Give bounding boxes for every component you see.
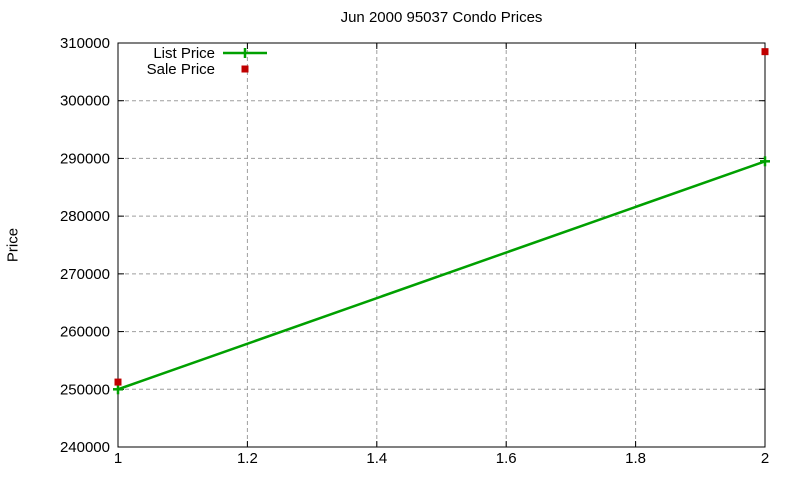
y-tick-label: 270000 bbox=[60, 266, 110, 283]
legend-row-list-price: List Price bbox=[118, 44, 267, 62]
plot-border bbox=[117, 42, 766, 448]
y-tick-label: 260000 bbox=[60, 324, 110, 341]
legend-sample-glyph bbox=[241, 65, 249, 73]
y-tick-label: 240000 bbox=[60, 439, 110, 456]
x-tick-label: 1 bbox=[114, 450, 122, 467]
x-tick-label: 2 bbox=[761, 450, 769, 467]
legend-sample-glyph bbox=[223, 48, 267, 58]
y-tick-label: 310000 bbox=[60, 35, 110, 52]
y-tick-label: 300000 bbox=[60, 93, 110, 110]
legend-label-list-price: List Price bbox=[153, 44, 215, 62]
x-tick-label: 1.2 bbox=[237, 450, 258, 467]
legend-square bbox=[241, 65, 249, 73]
chart-title: Jun 2000 95037 Condo Prices bbox=[340, 9, 543, 26]
square-marker bbox=[761, 48, 769, 56]
legend-row-sale-price: Sale Price bbox=[118, 60, 267, 78]
x-tick-label: 1.8 bbox=[625, 450, 646, 467]
y-tick-label: 280000 bbox=[60, 208, 110, 225]
y-tick-label: 290000 bbox=[60, 150, 110, 167]
x-tick-label: 1.6 bbox=[496, 450, 517, 467]
legend-square-icon bbox=[223, 62, 267, 76]
square-marker bbox=[114, 378, 122, 386]
y-tick-label: 250000 bbox=[60, 381, 110, 398]
series-line bbox=[117, 160, 766, 391]
legend-line-plus-icon bbox=[223, 46, 267, 60]
x-tick-label: 1.4 bbox=[366, 450, 387, 467]
y-axis-title: Price bbox=[4, 227, 22, 263]
legend: List Price Sale Price bbox=[118, 44, 267, 78]
legend-label-sale-price: Sale Price bbox=[146, 60, 215, 78]
